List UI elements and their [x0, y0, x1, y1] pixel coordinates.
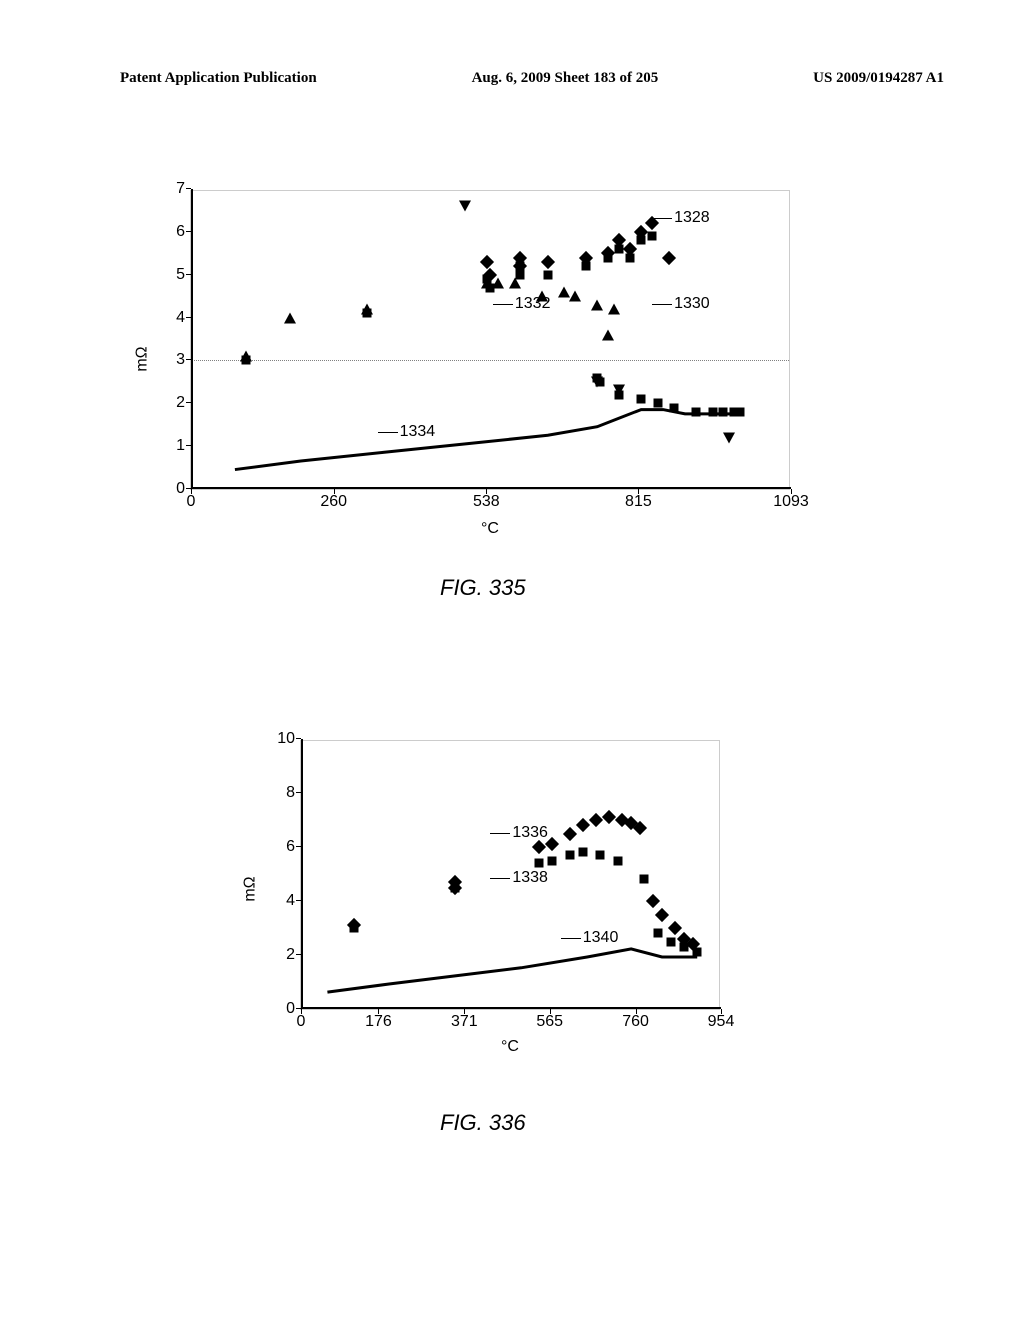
annotation-1332: 1332	[515, 295, 551, 313]
annotation-1330: 1330	[674, 295, 710, 313]
annotation-1338: 1338	[512, 869, 548, 887]
annotation-1328: 1328	[674, 209, 710, 227]
y-tick: 5	[176, 266, 191, 284]
fig336-xlabel: °C	[300, 1038, 720, 1056]
y-tick: 1	[176, 437, 191, 455]
y-tick: 4	[176, 309, 191, 327]
fig-336-container: mΩ 02468100176371565760954133613381340 °…	[300, 740, 720, 1010]
annotation-1336: 1336	[512, 824, 548, 842]
y-tick: 10	[277, 730, 301, 748]
fig336-caption: FIG. 336	[440, 1110, 526, 1136]
fig335-plot-area: 01234567026053881510931328133013321334	[190, 190, 790, 490]
y-tick: 2	[176, 394, 191, 412]
header-left: Patent Application Publication	[120, 70, 317, 87]
annotation-1334: 1334	[400, 423, 436, 441]
y-tick: 6	[286, 838, 301, 856]
fig335-xlabel: °C	[190, 520, 790, 538]
y-tick: 2	[286, 946, 301, 964]
fig335-caption: FIG. 335	[440, 575, 526, 601]
fig335-ylabel: mΩ	[134, 346, 152, 371]
y-tick: 4	[286, 892, 301, 910]
y-tick: 8	[286, 784, 301, 802]
y-tick: 7	[176, 180, 191, 198]
fig336-ylabel: mΩ	[242, 876, 260, 901]
header-right: US 2009/0194287 A1	[813, 70, 944, 87]
y-tick: 3	[176, 351, 191, 369]
annotation-1340: 1340	[583, 929, 619, 947]
fig336-plot-area: 02468100176371565760954133613381340	[300, 740, 720, 1010]
y-tick: 6	[176, 223, 191, 241]
fig-335-container: mΩ 0123456702605388151093132813301332133…	[190, 190, 790, 490]
header-center: Aug. 6, 2009 Sheet 183 of 205	[472, 70, 659, 87]
